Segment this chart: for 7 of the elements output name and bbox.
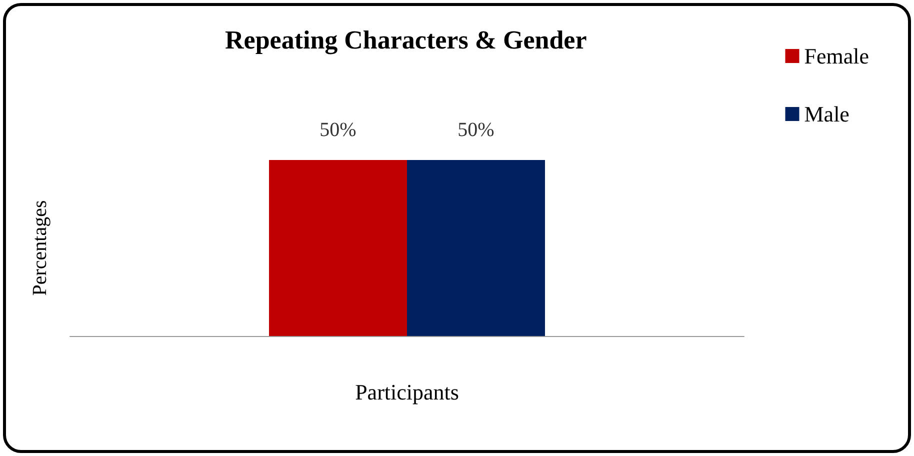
x-axis-title: Participants bbox=[355, 380, 459, 404]
data-label: 50% bbox=[458, 119, 494, 141]
legend-label: Female bbox=[804, 44, 870, 68]
data-label: 50% bbox=[320, 119, 356, 141]
chart-title: Repeating Characters & Gender bbox=[225, 26, 587, 54]
y-axis-title: Percentages bbox=[29, 200, 51, 296]
legend-label: Male bbox=[804, 102, 850, 126]
